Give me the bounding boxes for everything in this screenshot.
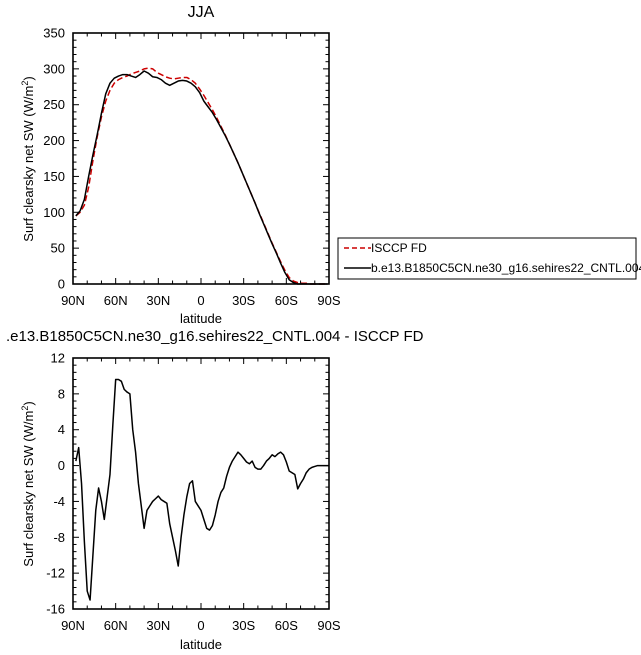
top-panel: JJA 90N 60N 30N 0 30S 60S 90S 0 50 100 150 200 250 30… (20, 4, 341, 326)
top-xtick-label: 90N (61, 293, 85, 308)
legend-box (337, 237, 637, 280)
top-plot-frame (72, 32, 330, 285)
bottom-xtick-label: 30N (146, 618, 170, 633)
top-xtick-label: 30N (146, 293, 170, 308)
legend: ISCCP FD b.e13.B1850C5CN.ne30_g16.sehire… (337, 237, 641, 280)
bottom-ytick-label: -12 (46, 566, 65, 581)
top-ytick-label: 250 (43, 97, 65, 112)
bottom-ytick-label: 4 (58, 422, 65, 437)
bottom-ytick-label: 8 (58, 386, 65, 401)
bottom-ytick-label: -16 (46, 602, 65, 617)
top-ytick-label: 0 (58, 277, 65, 292)
top-xtick-label: 90S (317, 293, 340, 308)
top-xtick-label: 30S (232, 293, 255, 308)
bottom-ytick-label: -8 (53, 530, 65, 545)
bottom-plot-frame (72, 357, 330, 610)
bottom-xtick-label: 0 (197, 618, 204, 633)
bottom-xlabel: latitude (180, 637, 222, 652)
top-ytick-label: 150 (43, 169, 65, 184)
bottom-xtick-label: 60N (104, 618, 128, 633)
top-title: JJA (188, 4, 215, 21)
bottom-ytick-label: 12 (51, 351, 65, 366)
top-xlabel: latitude (180, 311, 222, 326)
legend-label-isccp: ISCCP FD (371, 241, 427, 255)
bottom-plot-area: 90N 60N 30N 0 30S 60S 90S -16 -12 -8 -4 0 4 8 12 (46, 351, 341, 634)
top-ylabel: Surf clearsky net SW (W/m2) (20, 76, 36, 241)
bottom-series-line-0 (75, 378, 329, 601)
top-ytick-label: 300 (43, 61, 65, 76)
top-ytick-label: 200 (43, 133, 65, 148)
top-ytick-label: 100 (43, 205, 65, 220)
top-xtick-label: 60S (275, 293, 298, 308)
bottom-xtick-label: 60S (275, 618, 298, 633)
top-ytick-label: 50 (51, 241, 65, 256)
legend-label-model: b.e13.B1850C5CN.ne30_g16.sehires22_CNTL.… (371, 261, 641, 275)
top-series-line-1 (75, 70, 328, 285)
bottom-title: .e13.B1850C5CN.ne30_g16.sehires22_CNTL.0… (6, 328, 424, 345)
top-xtick-label: 60N (104, 293, 128, 308)
bottom-xtick-label: 90S (317, 618, 340, 633)
bottom-xtick-label: 90N (61, 618, 85, 633)
top-series-line-0 (75, 67, 328, 285)
bottom-ytick-label: -4 (53, 494, 65, 509)
top-xtick-label: 0 (197, 293, 204, 308)
bottom-ytick-label: 0 (58, 458, 65, 473)
bottom-ylabel: Surf clearsky net SW (W/m2) (20, 401, 36, 566)
top-ytick-label: 350 (43, 26, 65, 41)
bottom-panel: .e13.B1850C5CN.ne30_g16.sehires22_CNTL.0… (6, 328, 424, 652)
top-plot-area: 90N 60N 30N 0 30S 60S 90S 0 50 100 150 200 250 300 350 (43, 26, 341, 309)
bottom-xtick-label: 30S (232, 618, 255, 633)
